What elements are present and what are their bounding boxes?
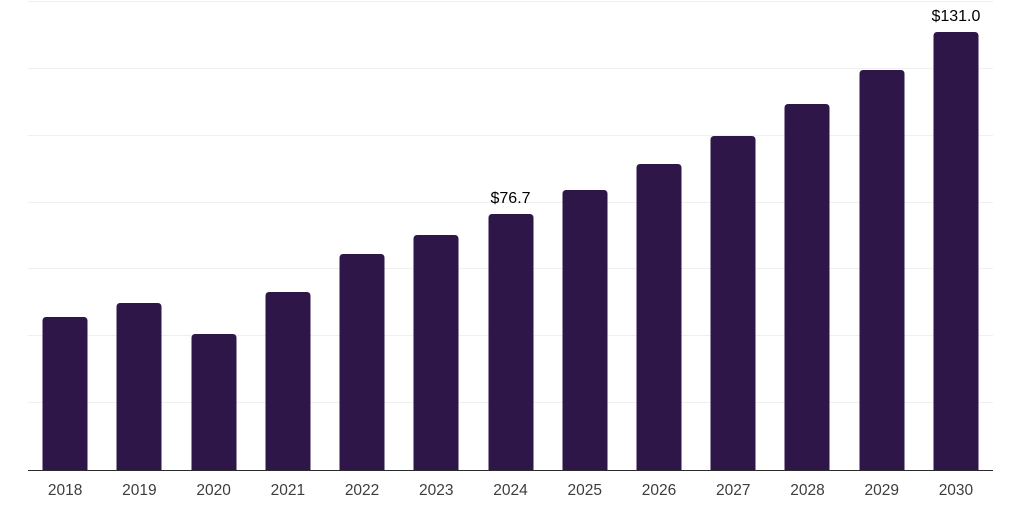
x-tick-label-2021: 2021 [270,482,306,499]
bar-slot-2024: $76.7 [473,2,547,470]
bar-2024 [488,213,534,470]
x-tick-label-2030: 2030 [938,482,974,499]
data-label-2024: $76.7 [490,189,531,207]
bar-slot-2025 [548,2,622,470]
bar-2029 [859,69,905,470]
bar-slot-2023 [399,2,473,470]
x-tick-label-2023: 2023 [419,482,454,499]
x-tick-label-2025: 2025 [567,482,602,499]
bar-2025 [562,189,608,470]
bar-slot-2028 [770,2,844,470]
x-axis-labels: 2018 2019 2020 2021 2022 2023 2024 2025 2026 2027… [28,483,993,499]
data-label-2030: $131.0 [931,8,981,26]
bar-slot-2026 [622,2,696,470]
x-tick-label-2024: 2024 [493,482,528,499]
x-tick-label-2019: 2019 [122,482,157,499]
x-axis-line [28,469,993,471]
bar-slot-2027 [696,2,770,470]
bar-slot-2019 [102,2,176,470]
bar-2019 [116,303,162,470]
x-tick-label-2029: 2029 [864,482,899,499]
x-tick-label-2028: 2028 [790,482,825,499]
bar-slot-2018 [28,2,102,470]
bar-slot-2022 [325,2,399,470]
bar-2030 [933,32,979,470]
gridline-140 [28,1,993,2]
x-tick-label-2026: 2026 [641,482,677,499]
bar-2027 [710,135,756,470]
x-tick-label-2027: 2027 [715,482,751,499]
gridline-120 [28,67,993,69]
bar-2022 [339,254,385,470]
plot-area: $76.7 $131.0 [28,1,993,471]
gridline-100 [28,134,993,136]
bar-2023 [413,235,459,470]
x-tick-label-2018: 2018 [47,482,83,499]
bar-2028 [784,104,830,470]
bar-2020 [191,333,237,470]
bar-slot-2021 [251,2,325,470]
gridline-80 [28,201,993,203]
x-tick-label-2020: 2020 [196,482,231,499]
bar-2018 [42,316,88,470]
bar-slot-2030: $131.0 [919,2,993,470]
bar-slot-2020 [176,2,250,470]
bar-2021 [265,292,311,470]
x-tick-label-2022: 2022 [344,482,380,499]
bar-2026 [636,164,682,470]
bars-row: $76.7 $131.0 [28,2,993,470]
bar-slot-2029 [845,2,919,470]
